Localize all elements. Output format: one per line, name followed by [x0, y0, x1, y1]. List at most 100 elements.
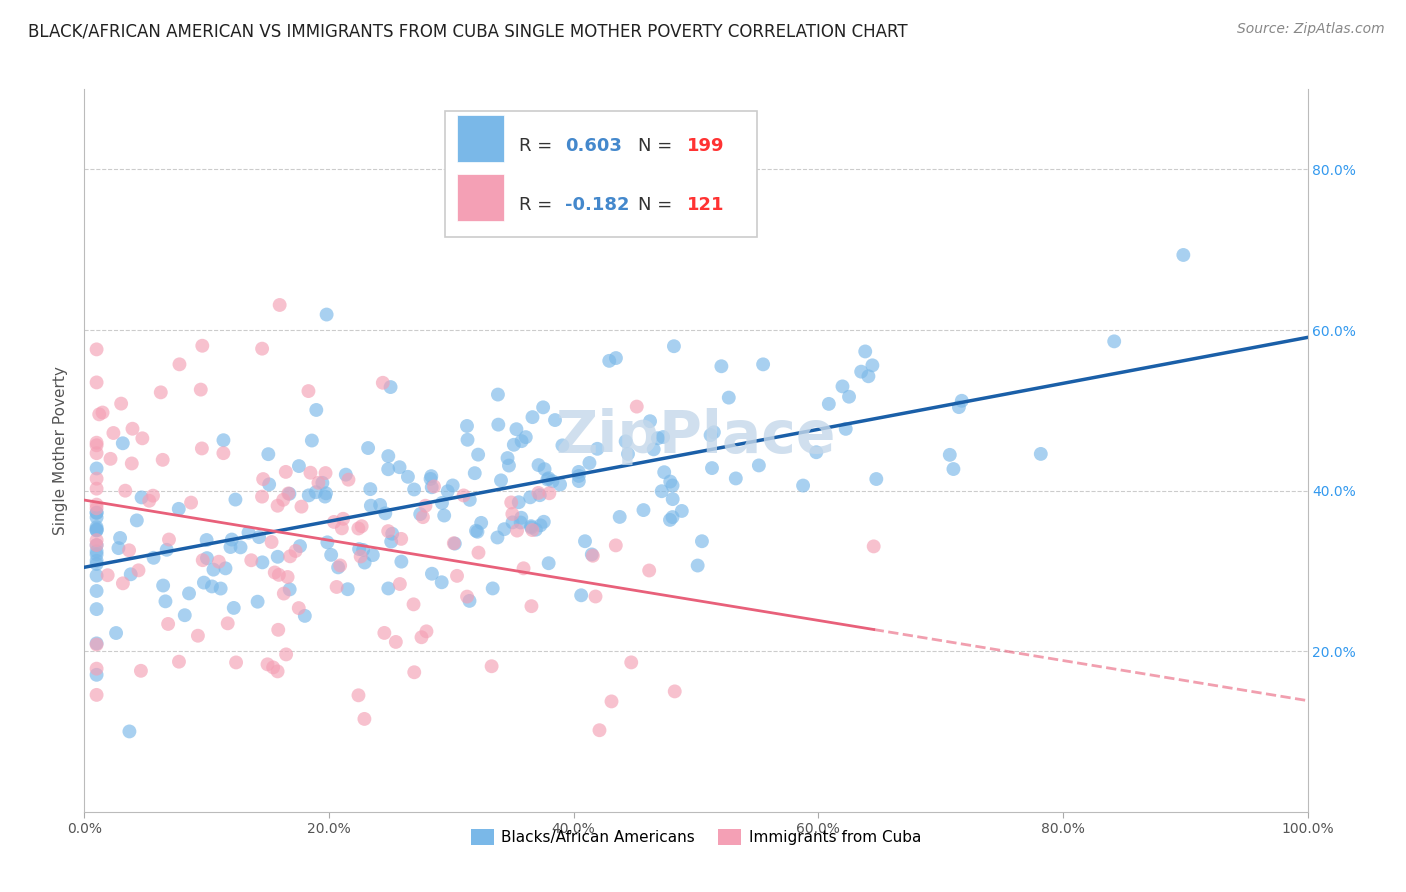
Point: [86, 662, 108, 676]
Point: [214, 561, 236, 575]
Point: [699, 428, 721, 442]
Point: [267, 623, 290, 637]
Point: [527, 486, 550, 500]
Point: [202, 563, 225, 577]
Point: [538, 486, 561, 500]
Point: [209, 582, 232, 596]
Point: [222, 601, 245, 615]
Point: [353, 556, 375, 570]
Point: [86, 501, 108, 516]
Point: [524, 523, 547, 537]
Point: [288, 459, 311, 474]
Point: [100, 451, 122, 466]
Point: [89, 408, 111, 422]
Point: [111, 576, 134, 591]
Point: [350, 519, 373, 533]
Point: [652, 430, 675, 444]
Point: [792, 478, 814, 492]
Point: [835, 422, 858, 436]
Point: [329, 558, 352, 573]
Point: [389, 555, 412, 569]
Point: [193, 575, 215, 590]
Point: [703, 425, 725, 440]
Point: [467, 524, 489, 539]
Point: [430, 496, 453, 510]
Point: [219, 540, 242, 554]
Point: [191, 442, 214, 456]
Point: [350, 549, 373, 564]
Point: [1029, 447, 1052, 461]
Point: [108, 531, 131, 545]
Point: [388, 460, 411, 475]
Point: [177, 586, 200, 600]
Point: [299, 466, 322, 480]
Point: [519, 491, 541, 505]
Point: [257, 447, 280, 461]
Point: [388, 577, 411, 591]
Point: [661, 478, 683, 492]
Point: [617, 447, 640, 461]
Point: [277, 486, 299, 500]
Point: [664, 684, 686, 698]
Point: [536, 472, 558, 486]
Point: [860, 359, 883, 373]
Point: [502, 516, 524, 530]
Point: [586, 442, 609, 456]
Point: [1173, 248, 1195, 262]
Point: [433, 508, 456, 523]
Point: [294, 608, 316, 623]
Point: [510, 510, 533, 524]
Point: [505, 422, 527, 436]
Point: [643, 442, 665, 457]
Point: [605, 351, 627, 365]
Point: [167, 655, 190, 669]
Point: [238, 525, 260, 540]
Point: [86, 538, 108, 552]
Point: [620, 656, 643, 670]
Point: [458, 492, 481, 507]
Point: [330, 521, 353, 535]
Point: [457, 433, 479, 447]
Point: [419, 472, 441, 486]
Point: [520, 519, 543, 533]
Point: [359, 482, 381, 496]
Point: [531, 401, 554, 415]
Point: [409, 507, 432, 521]
Point: [347, 542, 370, 557]
Point: [114, 483, 136, 498]
Point: [377, 524, 399, 538]
Point: [311, 475, 333, 490]
Point: [498, 458, 520, 473]
Point: [266, 499, 288, 513]
Point: [522, 410, 544, 425]
Point: [710, 359, 733, 374]
Point: [352, 543, 374, 558]
Point: [494, 522, 516, 536]
Point: [529, 488, 551, 502]
Point: [626, 400, 648, 414]
Point: [149, 385, 172, 400]
Point: [131, 431, 153, 445]
Point: [368, 498, 391, 512]
Point: [307, 475, 329, 490]
Point: [806, 445, 828, 459]
Point: [86, 668, 108, 682]
Point: [357, 441, 380, 455]
Point: [659, 513, 682, 527]
Point: [118, 543, 141, 558]
Text: N =: N =: [638, 196, 679, 214]
Point: [86, 506, 108, 520]
Point: [252, 472, 274, 486]
Point: [578, 456, 600, 470]
Point: [948, 400, 970, 414]
Point: [481, 659, 503, 673]
Point: [103, 425, 125, 440]
Point: [267, 567, 290, 582]
Point: [195, 551, 218, 566]
Point: [481, 582, 503, 596]
Point: [353, 712, 375, 726]
Point: [661, 492, 683, 507]
Point: [458, 594, 481, 608]
Point: [142, 489, 165, 503]
Point: [86, 435, 108, 450]
